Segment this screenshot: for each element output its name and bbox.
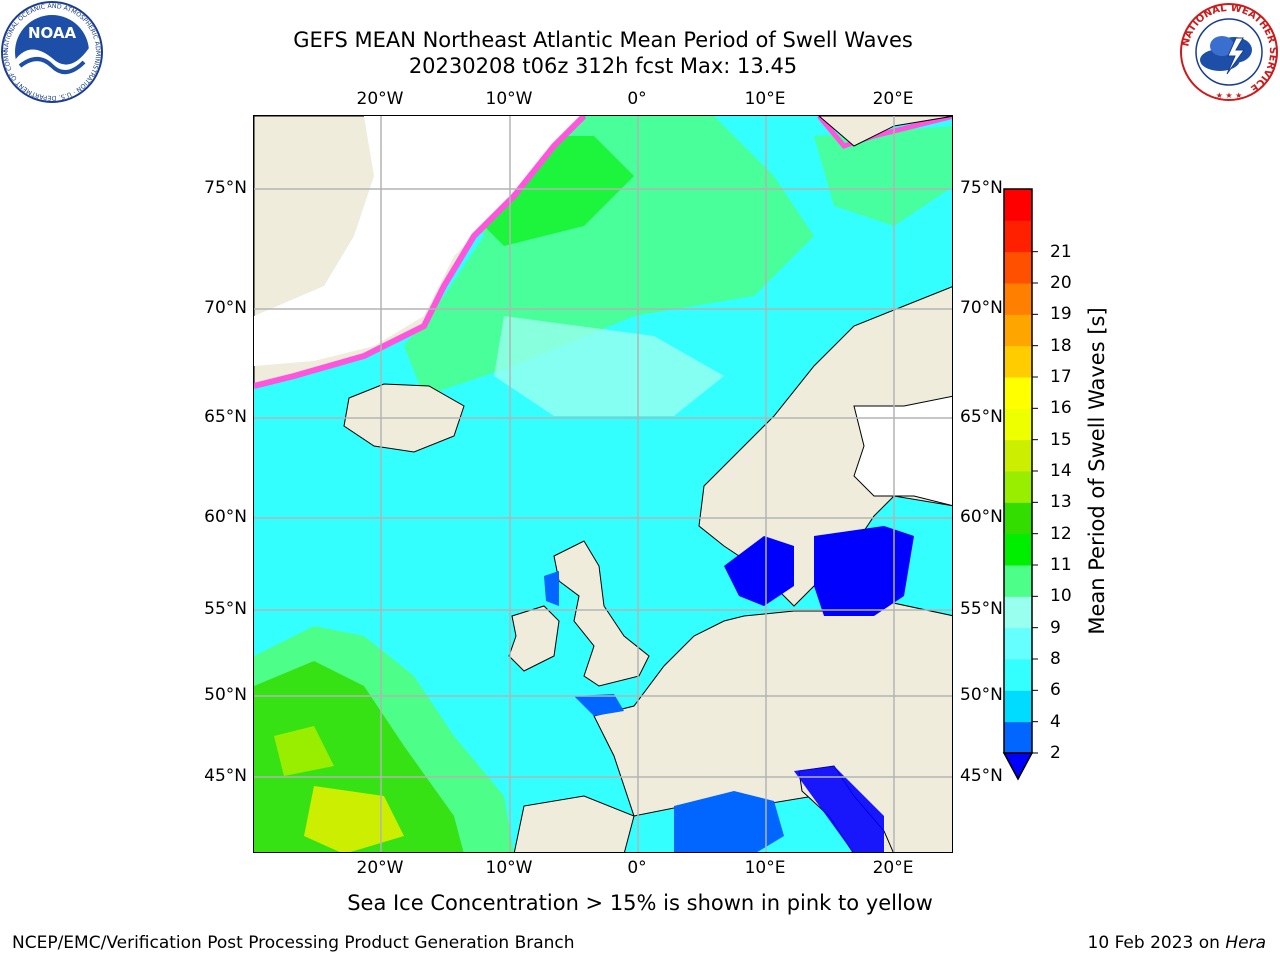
colorbar-segment bbox=[1004, 502, 1032, 535]
lat-label-left-75n: 75°N bbox=[204, 178, 247, 198]
colorbar-segment bbox=[1004, 596, 1032, 629]
colorbar-segment bbox=[1004, 408, 1032, 441]
colorbar-segment bbox=[1004, 251, 1032, 284]
lat-label-right-60n: 60°N bbox=[960, 507, 1003, 527]
map-frame bbox=[253, 115, 953, 853]
lon-label-top-20w: 20°W bbox=[356, 89, 404, 109]
colorbar-segment bbox=[1004, 627, 1032, 660]
lat-label-left-50n: 50°N bbox=[204, 685, 247, 705]
colorbar-tick-label: 21 bbox=[1050, 241, 1072, 262]
svg-text:★ ★ ★: ★ ★ ★ bbox=[1216, 91, 1243, 100]
lat-label-right-65n: 65°N bbox=[960, 407, 1003, 427]
lat-label-right-75n: 75°N bbox=[960, 178, 1003, 198]
colorbar-tick-label: 15 bbox=[1050, 429, 1072, 450]
colorbar-segment bbox=[1004, 220, 1032, 253]
lat-label-left-60n: 60°N bbox=[204, 507, 247, 527]
colorbar-tick-label: 16 bbox=[1050, 398, 1072, 419]
ireland-land bbox=[508, 605, 560, 672]
colorbar-tick-label: 18 bbox=[1050, 335, 1072, 356]
lat-label-left-65n: 65°N bbox=[204, 407, 247, 427]
lon-label-top-10e: 10°E bbox=[744, 89, 786, 109]
lon-label-top-20e: 20°E bbox=[872, 89, 914, 109]
colorbar-tick-label: 10 bbox=[1050, 586, 1072, 607]
swell-zone-southwest-core bbox=[254, 661, 464, 852]
credit-branch: NCEP/EMC/Verification Post Processing Pr… bbox=[12, 933, 575, 953]
colorbar-tick-label: 13 bbox=[1050, 492, 1072, 513]
colorbar-tick-label: 12 bbox=[1050, 523, 1072, 544]
map-gridlines bbox=[254, 116, 952, 852]
low-period-kattegat bbox=[724, 536, 794, 606]
swell-zone-max bbox=[304, 786, 404, 852]
low-period-mediterranean bbox=[674, 791, 784, 852]
colorbar-tick-label: 2 bbox=[1050, 743, 1061, 763]
colorbar bbox=[1002, 188, 1038, 781]
colorbar-segment bbox=[1004, 345, 1032, 378]
lat-label-left-70n: 70°N bbox=[204, 298, 247, 318]
lon-label-bottom-0: 0° bbox=[627, 858, 647, 878]
lon-label-top-10w: 10°W bbox=[485, 89, 533, 109]
swell-period-map bbox=[254, 116, 952, 852]
sea-ice-edge bbox=[254, 116, 587, 389]
colorbar-segment bbox=[1004, 377, 1032, 409]
colorbar-segment bbox=[1004, 314, 1032, 347]
colorbar-segment bbox=[1004, 565, 1032, 597]
swell-zone-norwegian bbox=[494, 316, 724, 416]
lat-label-right-45n: 45°N bbox=[960, 766, 1003, 786]
colorbar-segment bbox=[1004, 471, 1032, 503]
colorbar-segment bbox=[1004, 721, 1032, 754]
lat-label-right-50n: 50°N bbox=[960, 685, 1003, 705]
chart-subtitle: 20230208 t06z 312h fcst Max: 13.45 bbox=[408, 54, 798, 78]
credit-host: Hera bbox=[1225, 933, 1266, 953]
colorbar-extend-arrow bbox=[1002, 752, 1034, 781]
noaa-logo-icon: NATIONAL OCEANIC AND ATMOSPHERIC ADMINIS… bbox=[0, 0, 103, 103]
colorbar-tick-label: 14 bbox=[1050, 461, 1072, 481]
colorbar-segment bbox=[1004, 283, 1032, 315]
lat-label-right-70n: 70°N bbox=[960, 298, 1003, 318]
colorbar-tick-label: 17 bbox=[1050, 367, 1072, 387]
credit-date: 10 Feb 2023 on Hera bbox=[1088, 933, 1266, 953]
low-period-adriatic bbox=[794, 766, 884, 852]
colorbar-tick-label: 11 bbox=[1050, 555, 1072, 575]
colorbar-segment bbox=[1004, 533, 1032, 566]
nws-logo-icon: NATIONAL WEATHER SERVICE ★ ★ ★ bbox=[1180, 3, 1278, 101]
swell-zone-barents bbox=[814, 126, 952, 226]
great-britain-land bbox=[553, 540, 650, 687]
lat-label-left-55n: 55°N bbox=[204, 599, 247, 619]
low-period-channel bbox=[574, 694, 624, 716]
colorbar-tick-label: 6 bbox=[1050, 680, 1061, 701]
colorbar-tick-label: 4 bbox=[1050, 711, 1061, 732]
greenland-ice bbox=[254, 116, 584, 366]
bothnia-ice bbox=[853, 395, 952, 507]
lon-label-bottom-20w: 20°W bbox=[356, 858, 404, 878]
swell-zone-max-west bbox=[274, 726, 334, 776]
colorbar-tick-label: 8 bbox=[1050, 649, 1061, 669]
chart-title: GEFS MEAN Northeast Atlantic Mean Period… bbox=[293, 28, 913, 52]
colorbar-segment bbox=[1004, 659, 1032, 691]
credit-date-text: 10 Feb 2023 on bbox=[1087, 933, 1226, 953]
colorbar-label: Mean Period of Swell Waves [s] bbox=[1085, 307, 1109, 635]
sea-ice-footnote: Sea Ice Concentration > 15% is shown in … bbox=[347, 891, 933, 915]
lat-label-left-45n: 45°N bbox=[204, 766, 247, 786]
noaa-logo-text: NOAA bbox=[28, 24, 77, 42]
lon-label-bottom-20e: 20°E bbox=[872, 858, 914, 878]
low-period-baltic bbox=[814, 526, 914, 616]
colorbar-segment bbox=[1004, 690, 1032, 723]
lon-label-bottom-10e: 10°E bbox=[744, 858, 786, 878]
low-period-irish-sea bbox=[544, 571, 559, 606]
colorbar-segment bbox=[1004, 189, 1032, 221]
lon-label-top-0: 0° bbox=[627, 89, 647, 109]
lon-label-bottom-10w: 10°W bbox=[485, 858, 533, 878]
colorbar-tick-label: 20 bbox=[1050, 273, 1072, 293]
iberia-land bbox=[513, 795, 635, 852]
colorbar-segment bbox=[1004, 439, 1032, 472]
colorbar-tick-label: 19 bbox=[1050, 304, 1072, 325]
lat-label-right-55n: 55°N bbox=[960, 599, 1003, 619]
colorbar-tick-label: 9 bbox=[1050, 617, 1061, 638]
